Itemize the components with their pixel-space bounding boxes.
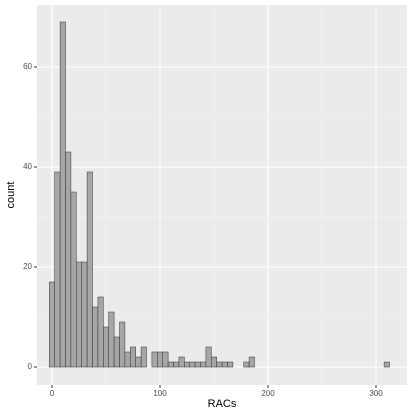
- x-tick-label: 0: [50, 389, 55, 398]
- bar: [151, 351, 158, 368]
- bar: [124, 351, 131, 368]
- bar: [211, 356, 217, 368]
- y-tick-label: 20: [23, 262, 32, 271]
- x-axis-label: RACs: [208, 398, 237, 410]
- bar: [59, 21, 66, 368]
- bar: [54, 171, 61, 368]
- bar: [108, 311, 115, 368]
- bar: [113, 336, 120, 368]
- bar: [205, 346, 212, 368]
- bar: [157, 351, 163, 368]
- bar: [76, 261, 82, 368]
- x-tick-label: 300: [369, 389, 383, 398]
- bar: [135, 356, 142, 368]
- bar: [97, 296, 104, 368]
- y-axis-label: count: [5, 182, 17, 209]
- bar: [189, 361, 196, 368]
- bar: [162, 351, 169, 368]
- bar: [65, 151, 72, 368]
- bar: [184, 361, 190, 368]
- bar: [49, 281, 55, 368]
- bar: [119, 321, 126, 368]
- bar: [130, 346, 136, 368]
- y-tick-label: 60: [23, 62, 32, 71]
- bar: [194, 361, 201, 368]
- bar: [216, 361, 223, 368]
- bar: [92, 306, 99, 368]
- bar: [200, 361, 207, 368]
- bar: [383, 361, 390, 368]
- bar: [173, 361, 180, 368]
- y-tick-label: 40: [23, 162, 32, 171]
- bar: [167, 361, 174, 368]
- bar: [140, 346, 147, 368]
- bar: [103, 326, 109, 368]
- bar: [248, 356, 255, 368]
- bar: [81, 261, 88, 368]
- y-tick-label: 0: [28, 362, 33, 371]
- bar: [243, 361, 250, 368]
- x-tick-label: 200: [261, 389, 275, 398]
- bar: [86, 171, 93, 368]
- bar: [178, 356, 185, 368]
- bar: [227, 361, 234, 368]
- bar: [70, 191, 77, 368]
- bar: [221, 361, 228, 368]
- x-tick-label: 100: [153, 389, 167, 398]
